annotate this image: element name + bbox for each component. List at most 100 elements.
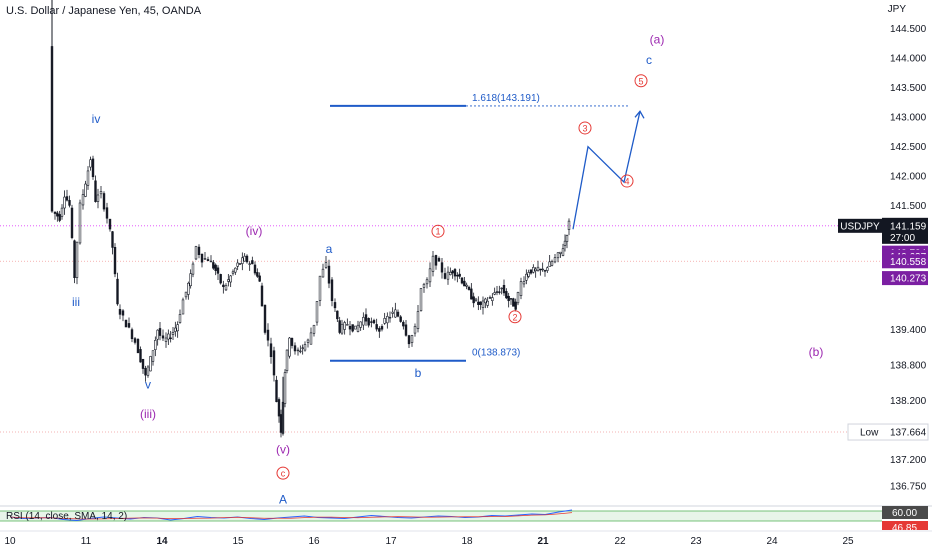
candle-body	[139, 349, 142, 363]
candle-body	[340, 323, 344, 334]
y-tick-label: 144.000	[890, 54, 927, 65]
candle-body	[431, 255, 435, 272]
rsi-upper-value: 60.00	[892, 508, 917, 519]
candle-body	[375, 324, 378, 330]
candle-body	[507, 295, 510, 302]
wave-label: 1	[435, 227, 440, 237]
wave-label-circle	[276, 466, 290, 480]
candle-body	[105, 207, 109, 219]
candle-body	[236, 262, 239, 267]
candle-body	[243, 255, 246, 262]
candle-body	[525, 273, 528, 281]
candle-body	[446, 271, 450, 280]
candle-body	[324, 262, 328, 268]
candle-body	[299, 350, 302, 353]
candle-body	[383, 318, 386, 324]
candle-body	[505, 291, 508, 299]
low-marker-value: 137.664	[890, 428, 927, 439]
candle-body	[56, 212, 59, 217]
candle-body	[372, 320, 376, 324]
candle-body	[413, 326, 417, 334]
projection-path	[572, 111, 641, 230]
candle-body	[460, 277, 464, 284]
y-tick-label: 141.500	[890, 201, 927, 212]
candle-body	[563, 240, 567, 246]
candle-body	[111, 231, 114, 248]
wave-label: A	[279, 493, 287, 507]
candle-body	[272, 350, 276, 376]
candle-body	[467, 286, 471, 290]
candle-body	[522, 281, 526, 285]
y-tick-label: 142.500	[890, 142, 927, 153]
candle-body	[75, 241, 79, 278]
candle-body	[167, 333, 170, 340]
wave-label: (b)	[809, 345, 824, 359]
candle-body	[91, 158, 95, 178]
wave-label: iv	[92, 112, 101, 126]
wave-label: a	[326, 242, 333, 256]
candle-body	[443, 273, 447, 279]
candle-body	[567, 220, 571, 230]
candle-body	[253, 264, 257, 274]
candle-body	[171, 332, 175, 335]
candle-body	[191, 263, 195, 275]
candle-body	[68, 200, 71, 206]
candle-body	[458, 273, 461, 277]
wave-label: iii	[72, 295, 80, 309]
candle-body	[491, 297, 494, 301]
candle-body	[410, 335, 414, 343]
candle-body	[216, 267, 220, 274]
candle-body	[380, 326, 384, 330]
wave-label-circle	[578, 121, 592, 135]
rsi-ma-line	[9, 512, 573, 520]
candle-body	[565, 235, 569, 242]
candle-body	[275, 379, 278, 403]
candle-body	[534, 268, 537, 272]
wave-label: 5	[638, 76, 643, 86]
candle-body	[367, 318, 370, 326]
candle-body	[81, 194, 85, 206]
candle-body	[338, 320, 341, 333]
candle-body	[219, 274, 222, 284]
candle-body	[514, 301, 517, 310]
candle-body	[463, 280, 466, 287]
x-tick-label: 18	[461, 536, 473, 547]
candle-body	[189, 273, 192, 287]
candle-body	[541, 268, 544, 271]
candle-body	[543, 270, 547, 272]
candle-body	[277, 399, 281, 417]
x-tick-label: 16	[308, 536, 320, 547]
candle-body	[509, 298, 513, 300]
candle-body	[527, 272, 530, 277]
candle-body	[206, 259, 210, 262]
wave-label-circle	[620, 174, 634, 188]
candle-body	[327, 265, 331, 284]
candle-body	[174, 327, 177, 332]
y-tick-label: 143.000	[890, 113, 927, 124]
candle-body	[161, 335, 165, 339]
candle-body	[481, 300, 485, 308]
wave-label-circle	[431, 224, 445, 238]
candle-body	[453, 269, 457, 277]
candle-body	[214, 264, 217, 271]
candle-body	[312, 324, 316, 334]
rsi-lower-badge	[882, 521, 928, 530]
candle-body	[479, 301, 482, 305]
wave-label: (iii)	[140, 407, 156, 421]
candle-body	[386, 316, 389, 324]
candle-body	[118, 309, 122, 315]
candle-body	[404, 324, 408, 336]
candle-body	[269, 343, 273, 358]
candle-body	[288, 337, 291, 357]
candle-body	[388, 316, 392, 319]
candle-body	[370, 321, 373, 323]
wave-label: (a)	[650, 32, 665, 46]
candle-body	[124, 319, 128, 328]
candle-body	[102, 193, 106, 210]
candle-body	[70, 207, 74, 238]
candle-body	[364, 314, 368, 322]
candle-body	[437, 258, 441, 262]
candle-body	[63, 196, 66, 209]
candle-body	[53, 211, 57, 214]
